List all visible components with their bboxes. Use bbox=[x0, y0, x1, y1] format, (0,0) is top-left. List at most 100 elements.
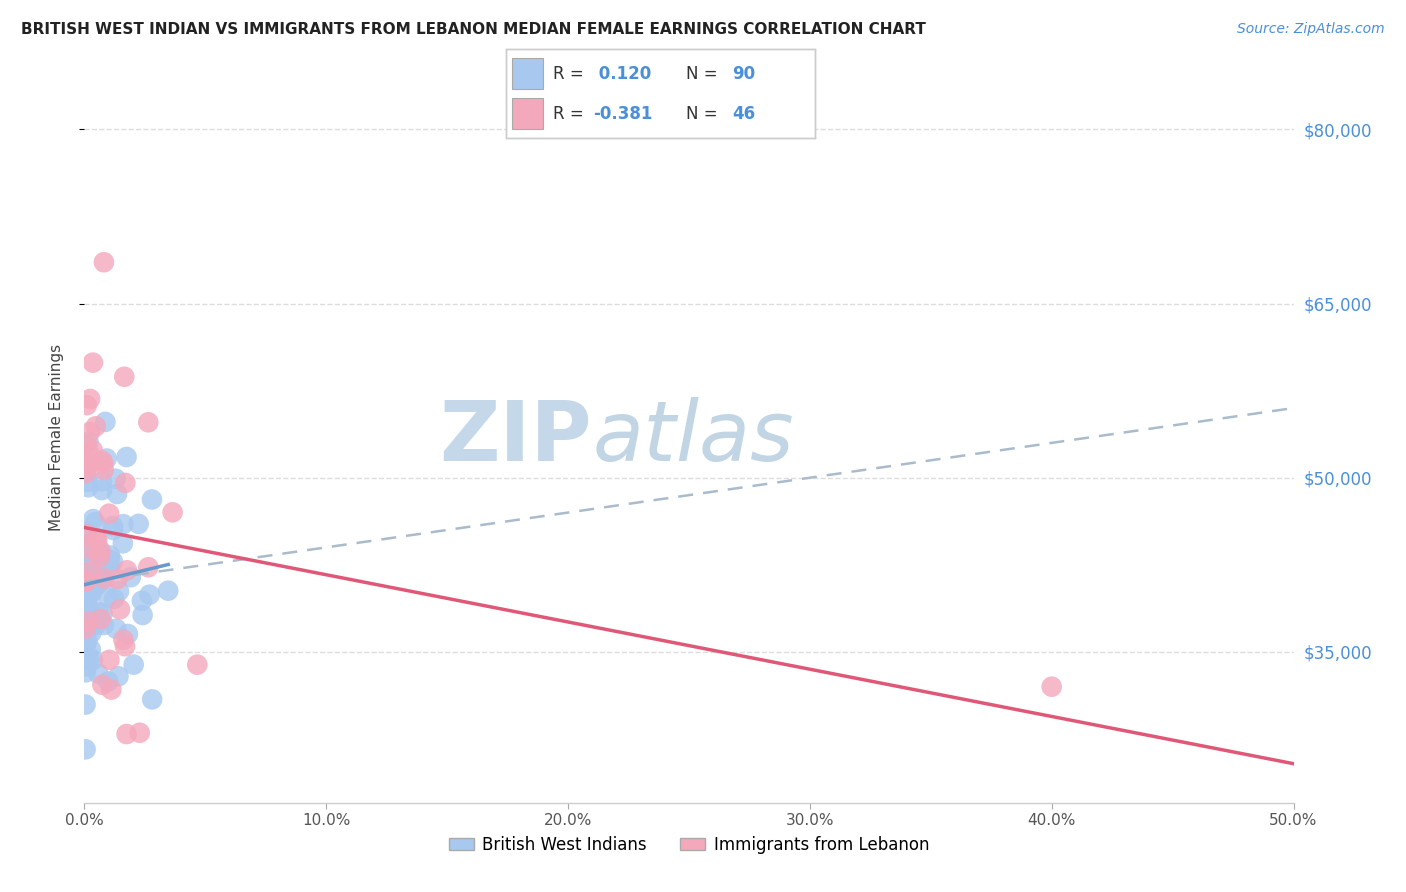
Point bbox=[96, 451, 118, 466]
Point bbox=[75, 524, 97, 539]
Point bbox=[107, 669, 129, 683]
Legend: British West Indians, Immigrants from Lebanon: British West Indians, Immigrants from Le… bbox=[443, 829, 935, 860]
Text: 0.120: 0.120 bbox=[593, 65, 651, 83]
Point bbox=[84, 562, 107, 576]
Point bbox=[105, 622, 128, 636]
Point bbox=[75, 665, 97, 680]
Point bbox=[101, 554, 124, 568]
Text: R =: R = bbox=[553, 65, 589, 83]
Point bbox=[84, 419, 107, 434]
Point bbox=[76, 558, 98, 573]
Point bbox=[90, 612, 112, 626]
Point bbox=[94, 415, 117, 429]
Point bbox=[75, 466, 97, 480]
Point bbox=[80, 610, 103, 624]
Point bbox=[83, 567, 105, 582]
Point bbox=[112, 369, 135, 384]
Point bbox=[77, 590, 100, 604]
Point bbox=[79, 542, 101, 557]
Point bbox=[77, 434, 100, 449]
Point bbox=[111, 536, 134, 550]
Point bbox=[84, 618, 107, 632]
Point bbox=[75, 537, 97, 551]
Point bbox=[75, 569, 97, 583]
Point bbox=[75, 622, 97, 636]
Point bbox=[103, 591, 125, 606]
Point bbox=[75, 560, 97, 574]
Point bbox=[79, 392, 101, 406]
Point bbox=[136, 560, 159, 574]
Point bbox=[136, 415, 159, 429]
Text: -0.381: -0.381 bbox=[593, 105, 652, 123]
Point bbox=[75, 574, 97, 588]
Point bbox=[82, 558, 104, 573]
Point bbox=[76, 460, 98, 475]
Point bbox=[98, 549, 121, 563]
Point bbox=[75, 558, 97, 573]
Point bbox=[117, 627, 139, 641]
Point bbox=[1040, 680, 1063, 694]
Point bbox=[86, 531, 108, 545]
Text: BRITISH WEST INDIAN VS IMMIGRANTS FROM LEBANON MEDIAN FEMALE EARNINGS CORRELATIO: BRITISH WEST INDIAN VS IMMIGRANTS FROM L… bbox=[21, 22, 927, 37]
Point bbox=[91, 678, 114, 692]
Point bbox=[75, 698, 97, 712]
Point bbox=[100, 682, 122, 697]
Point bbox=[76, 527, 98, 541]
Point bbox=[90, 554, 112, 568]
Point bbox=[157, 583, 180, 598]
Point bbox=[91, 457, 114, 471]
Point bbox=[131, 594, 153, 608]
Point bbox=[141, 692, 163, 706]
Point bbox=[128, 516, 150, 531]
Point bbox=[90, 544, 112, 558]
Point bbox=[75, 457, 97, 471]
Point bbox=[77, 599, 100, 614]
Point bbox=[76, 577, 98, 591]
Point bbox=[108, 584, 131, 599]
Point bbox=[162, 505, 184, 519]
Point bbox=[98, 553, 121, 567]
Point bbox=[79, 607, 101, 621]
Point bbox=[79, 570, 101, 584]
Point bbox=[114, 475, 136, 490]
Point bbox=[75, 574, 97, 589]
Point bbox=[98, 507, 121, 521]
Point bbox=[101, 519, 124, 533]
Point bbox=[93, 572, 115, 586]
Point bbox=[141, 492, 163, 507]
Point bbox=[112, 632, 135, 647]
Point bbox=[93, 463, 115, 477]
Point bbox=[82, 550, 104, 565]
Point bbox=[108, 602, 131, 616]
Point bbox=[80, 584, 103, 599]
Point bbox=[115, 563, 138, 577]
Point bbox=[122, 657, 145, 672]
Point bbox=[82, 569, 104, 583]
Point bbox=[93, 255, 115, 269]
Point bbox=[87, 605, 110, 619]
Point bbox=[87, 666, 110, 681]
Point bbox=[76, 475, 98, 489]
Text: ZIP: ZIP bbox=[440, 397, 592, 477]
Text: atlas: atlas bbox=[592, 397, 794, 477]
Point bbox=[107, 572, 129, 586]
Point bbox=[97, 674, 120, 689]
Point bbox=[80, 559, 103, 574]
Point bbox=[91, 567, 114, 582]
Point bbox=[93, 618, 115, 632]
FancyBboxPatch shape bbox=[512, 58, 543, 89]
Point bbox=[186, 657, 208, 672]
Text: Source: ZipAtlas.com: Source: ZipAtlas.com bbox=[1237, 22, 1385, 37]
Point bbox=[89, 575, 111, 590]
Point bbox=[87, 554, 110, 568]
Point bbox=[105, 487, 128, 501]
Point bbox=[80, 553, 103, 567]
Point bbox=[91, 572, 114, 586]
Text: N =: N = bbox=[686, 105, 723, 123]
Point bbox=[75, 549, 97, 563]
Point bbox=[114, 639, 136, 653]
Point bbox=[80, 617, 103, 632]
Point bbox=[91, 454, 114, 468]
Point bbox=[77, 615, 100, 629]
Point bbox=[75, 553, 97, 567]
